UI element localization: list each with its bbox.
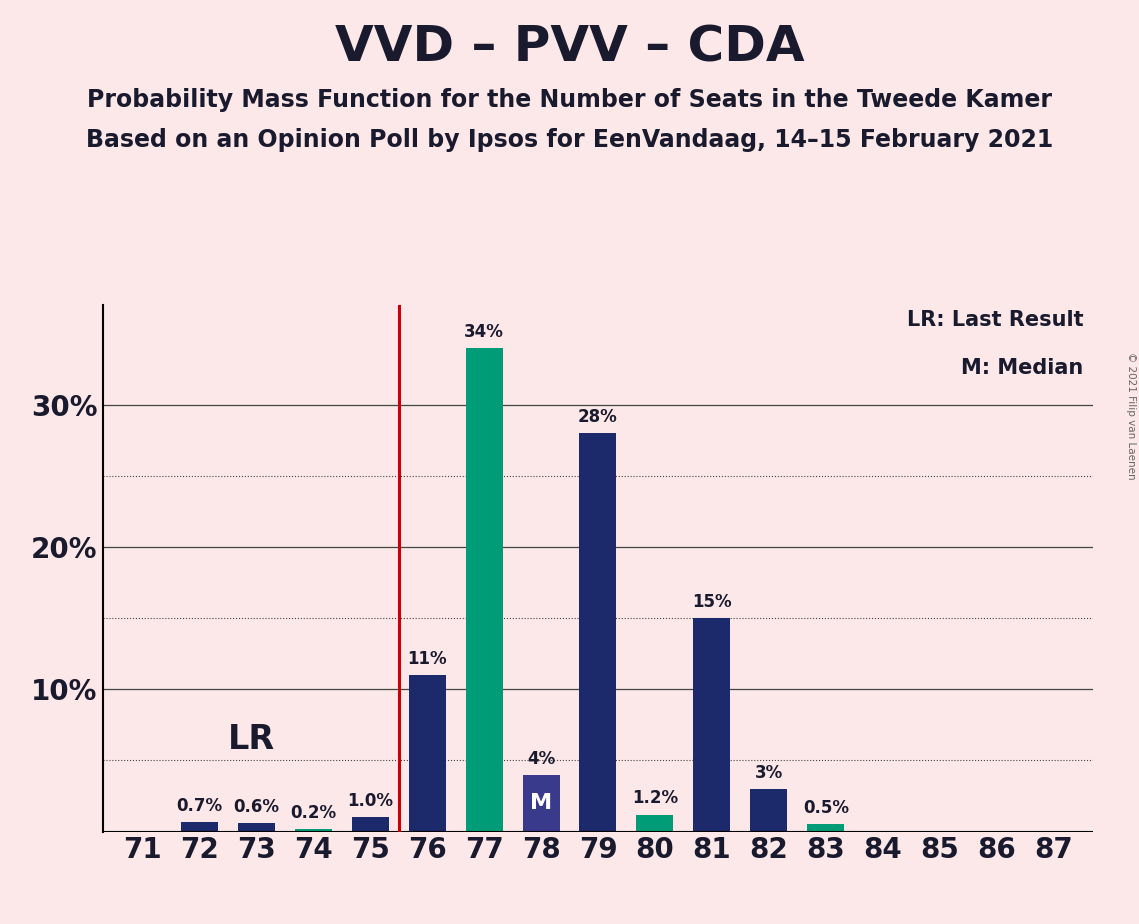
Text: Probability Mass Function for the Number of Seats in the Tweede Kamer: Probability Mass Function for the Number… <box>87 88 1052 112</box>
Bar <box>637 815 673 832</box>
Bar <box>295 829 331 832</box>
Text: 0.6%: 0.6% <box>233 798 279 816</box>
Text: 3%: 3% <box>755 764 782 782</box>
Text: 0.7%: 0.7% <box>177 796 222 815</box>
Text: M: M <box>530 793 552 813</box>
Text: VVD – PVV – CDA: VVD – PVV – CDA <box>335 23 804 71</box>
Text: M: Median: M: Median <box>961 358 1083 378</box>
Bar <box>751 789 787 832</box>
Text: © 2021 Filip van Laenen: © 2021 Filip van Laenen <box>1126 352 1136 480</box>
Text: 1.0%: 1.0% <box>347 792 393 810</box>
Text: 11%: 11% <box>408 650 446 668</box>
Text: 34%: 34% <box>464 322 505 341</box>
Text: 28%: 28% <box>579 407 617 426</box>
Bar <box>694 618 730 832</box>
Text: LR: LR <box>228 723 274 756</box>
Bar <box>523 774 559 832</box>
Text: 0.2%: 0.2% <box>290 804 336 821</box>
Bar <box>352 818 388 832</box>
Bar <box>238 823 274 832</box>
Bar <box>409 675 445 832</box>
Text: Based on an Opinion Poll by Ipsos for EenVandaag, 14–15 February 2021: Based on an Opinion Poll by Ipsos for Ee… <box>85 128 1054 152</box>
Bar <box>580 433 616 832</box>
Text: LR: Last Result: LR: Last Result <box>907 310 1083 330</box>
Bar <box>181 821 218 832</box>
Text: 1.2%: 1.2% <box>632 789 678 808</box>
Text: 4%: 4% <box>527 749 555 768</box>
Text: 15%: 15% <box>693 593 731 611</box>
Text: 0.5%: 0.5% <box>803 799 849 818</box>
Bar <box>466 347 502 832</box>
Bar <box>808 824 844 832</box>
